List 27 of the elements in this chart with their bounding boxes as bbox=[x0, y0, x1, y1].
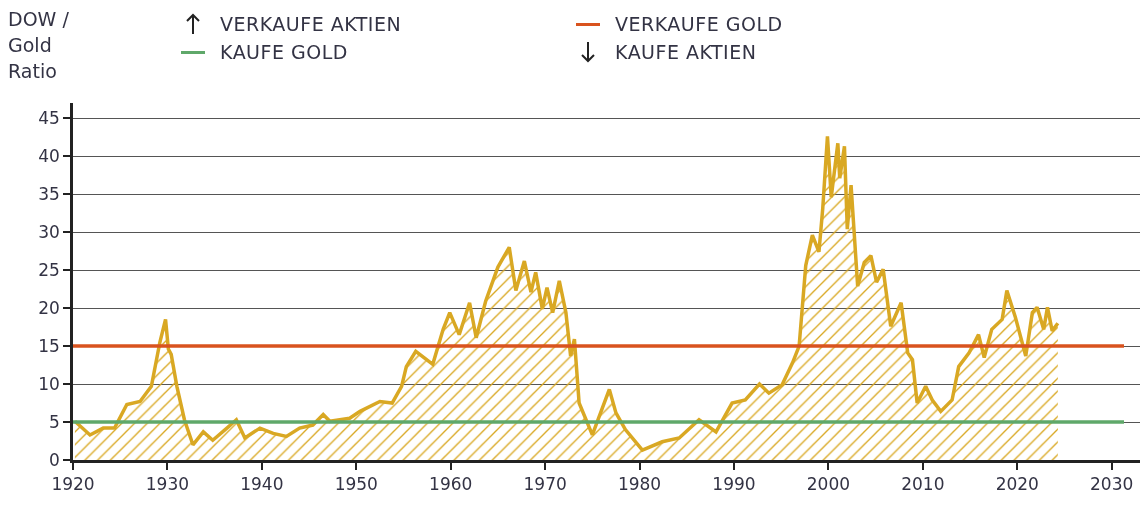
y-tick-label: 25 bbox=[38, 260, 60, 281]
y-tick-label: 15 bbox=[38, 336, 60, 357]
y-tick-label: 30 bbox=[38, 222, 60, 243]
y-tick-label: 0 bbox=[49, 449, 60, 470]
y-tick-label: 35 bbox=[38, 184, 60, 205]
x-tick-label: 1930 bbox=[145, 474, 190, 495]
text: VERKAUFE AKTIEN bbox=[220, 13, 402, 35]
x-tick-label: 1980 bbox=[617, 474, 662, 495]
y-tick-label: 20 bbox=[38, 298, 60, 319]
x-tick-label: 1950 bbox=[334, 474, 378, 495]
x-tick-label: 2020 bbox=[995, 474, 1039, 495]
x-tick-label: 2030 bbox=[1090, 474, 1134, 495]
y-tick-label: 45 bbox=[38, 108, 60, 129]
y-tick-label: 40 bbox=[38, 146, 60, 167]
x-tick-label: 2000 bbox=[806, 474, 851, 495]
x-tick-label: 1990 bbox=[712, 474, 756, 495]
x-tick-label: 2010 bbox=[901, 474, 945, 495]
y-tick-label: 10 bbox=[38, 373, 60, 394]
text: KAUFE AKTIEN bbox=[615, 41, 757, 63]
x-tick-label: 1940 bbox=[240, 474, 284, 495]
y-axis-title: DOW / Gold Ratio bbox=[8, 7, 70, 84]
x-tick-label: 1920 bbox=[51, 474, 95, 495]
legend-label: KAUFE GOLD bbox=[220, 41, 348, 63]
y-tick-label: 5 bbox=[49, 411, 60, 432]
x-tick-label: 1970 bbox=[523, 474, 567, 495]
legend-label: VERKAUFE GOLD bbox=[615, 13, 783, 35]
x-tick-label: 1960 bbox=[429, 474, 473, 495]
